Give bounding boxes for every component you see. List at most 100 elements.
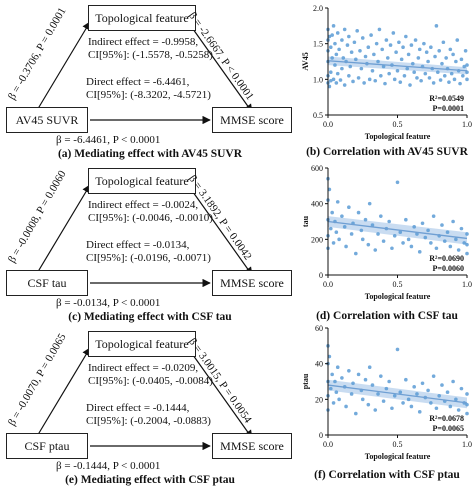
- data-point: [436, 70, 440, 74]
- data-point: [344, 404, 348, 409]
- data-point: [448, 244, 453, 249]
- data-point: [391, 31, 396, 35]
- arrow-path-b: [187, 21, 253, 113]
- data-point: [392, 77, 397, 82]
- mediation-arrows: [35, 347, 253, 451]
- data-point: [334, 230, 339, 234]
- data-point: [390, 406, 394, 411]
- data-point: [335, 365, 340, 370]
- data-point: [395, 180, 400, 185]
- data-point: [367, 77, 372, 82]
- data-point: [387, 379, 391, 384]
- mediation-panel-e: Topological feature CSF ptau MMSE score β =…: [0, 326, 300, 486]
- data-point: [412, 70, 416, 74]
- y-tick-label: 0: [319, 431, 323, 440]
- arrow-path-b: [187, 184, 253, 276]
- data-point: [331, 77, 336, 82]
- data-point: [354, 251, 358, 256]
- data-point: [461, 73, 465, 78]
- data-point: [459, 226, 464, 231]
- data-point: [340, 214, 344, 218]
- data-point: [448, 404, 453, 409]
- data-point: [358, 49, 362, 53]
- data-point: [465, 63, 469, 67]
- mediation-panel-c: Topological feature CSF tau MMSE score β = …: [0, 163, 300, 328]
- data-point: [356, 372, 361, 377]
- caption-b: (b) Correlation with AV45 SUVR: [306, 146, 468, 158]
- data-point: [451, 52, 455, 57]
- data-point: [455, 38, 460, 42]
- dependent-box: MMSE score: [212, 270, 292, 296]
- data-point: [352, 40, 357, 45]
- x-tick-label: 0.5: [393, 440, 403, 449]
- data-point: [347, 73, 351, 78]
- data-point: [448, 47, 453, 52]
- x-tick-label: 1.0: [462, 440, 472, 449]
- y-tick-label: 1.0: [313, 75, 323, 84]
- data-point: [426, 388, 430, 393]
- data-point: [330, 56, 334, 60]
- data-point: [454, 397, 458, 402]
- data-point: [434, 246, 439, 251]
- data-point: [395, 68, 400, 73]
- data-point: [426, 59, 430, 64]
- data-point: [409, 43, 414, 47]
- dependent-box: MMSE score: [212, 107, 292, 133]
- data-point: [431, 374, 436, 378]
- data-point: [359, 66, 364, 71]
- data-point: [426, 228, 430, 233]
- data-point: [387, 219, 391, 224]
- data-point: [366, 242, 371, 247]
- y-axis-label: tau: [301, 215, 310, 227]
- data-point: [335, 71, 340, 76]
- data-point: [417, 410, 422, 414]
- data-point: [419, 78, 423, 83]
- data-point: [340, 38, 344, 42]
- data-point: [373, 248, 378, 252]
- data-point: [413, 38, 418, 42]
- data-point: [398, 80, 403, 84]
- data-point: [441, 40, 446, 45]
- data-point: [349, 392, 354, 396]
- mediation-arrows: [35, 184, 253, 288]
- data-point: [347, 205, 351, 210]
- data-point: [356, 210, 361, 215]
- data-point: [379, 214, 383, 218]
- data-point: [406, 397, 411, 402]
- data-point: [337, 47, 341, 52]
- data-point: [351, 79, 355, 84]
- direct-effect-ci: CI[95%]: (-8.3202, -4.5721): [86, 89, 211, 101]
- data-point: [458, 81, 462, 86]
- data-point: [398, 230, 403, 234]
- data-point: [409, 244, 414, 249]
- data-point: [415, 76, 419, 80]
- data-point: [379, 73, 383, 78]
- data-point: [423, 235, 428, 240]
- data-point: [328, 45, 333, 50]
- data-point: [401, 241, 405, 245]
- data-point: [331, 241, 336, 245]
- data-point: [334, 390, 339, 394]
- data-point: [465, 232, 469, 236]
- data-point: [330, 210, 334, 215]
- data-point: [462, 64, 467, 69]
- data-point: [370, 383, 375, 387]
- data-point: [335, 31, 340, 35]
- data-point: [349, 232, 354, 236]
- r-squared-label: R²=0.0690: [429, 254, 464, 263]
- data-point: [410, 61, 415, 66]
- x-tick-label: 0.0: [323, 440, 333, 449]
- y-tick-label: 2.0: [313, 4, 323, 13]
- mediation-caption: (a) Mediating effect with AV45 SUVR: [57, 148, 243, 160]
- data-point: [347, 34, 351, 39]
- data-point: [388, 43, 393, 47]
- data-point: [367, 365, 372, 370]
- direct-effect-line1: Direct effect = -0.0134,: [86, 239, 190, 251]
- total-effect-label: β = -0.1444, P < 0.0001: [56, 460, 161, 472]
- data-point: [406, 52, 411, 57]
- data-point: [429, 241, 433, 245]
- direct-effect-ci: CI[95%]: (-0.0196, -0.0071): [86, 252, 211, 264]
- data-point: [360, 36, 365, 40]
- indirect-effect-line1: Indirect effect = -0.9958,: [88, 36, 199, 48]
- data-point: [423, 71, 428, 76]
